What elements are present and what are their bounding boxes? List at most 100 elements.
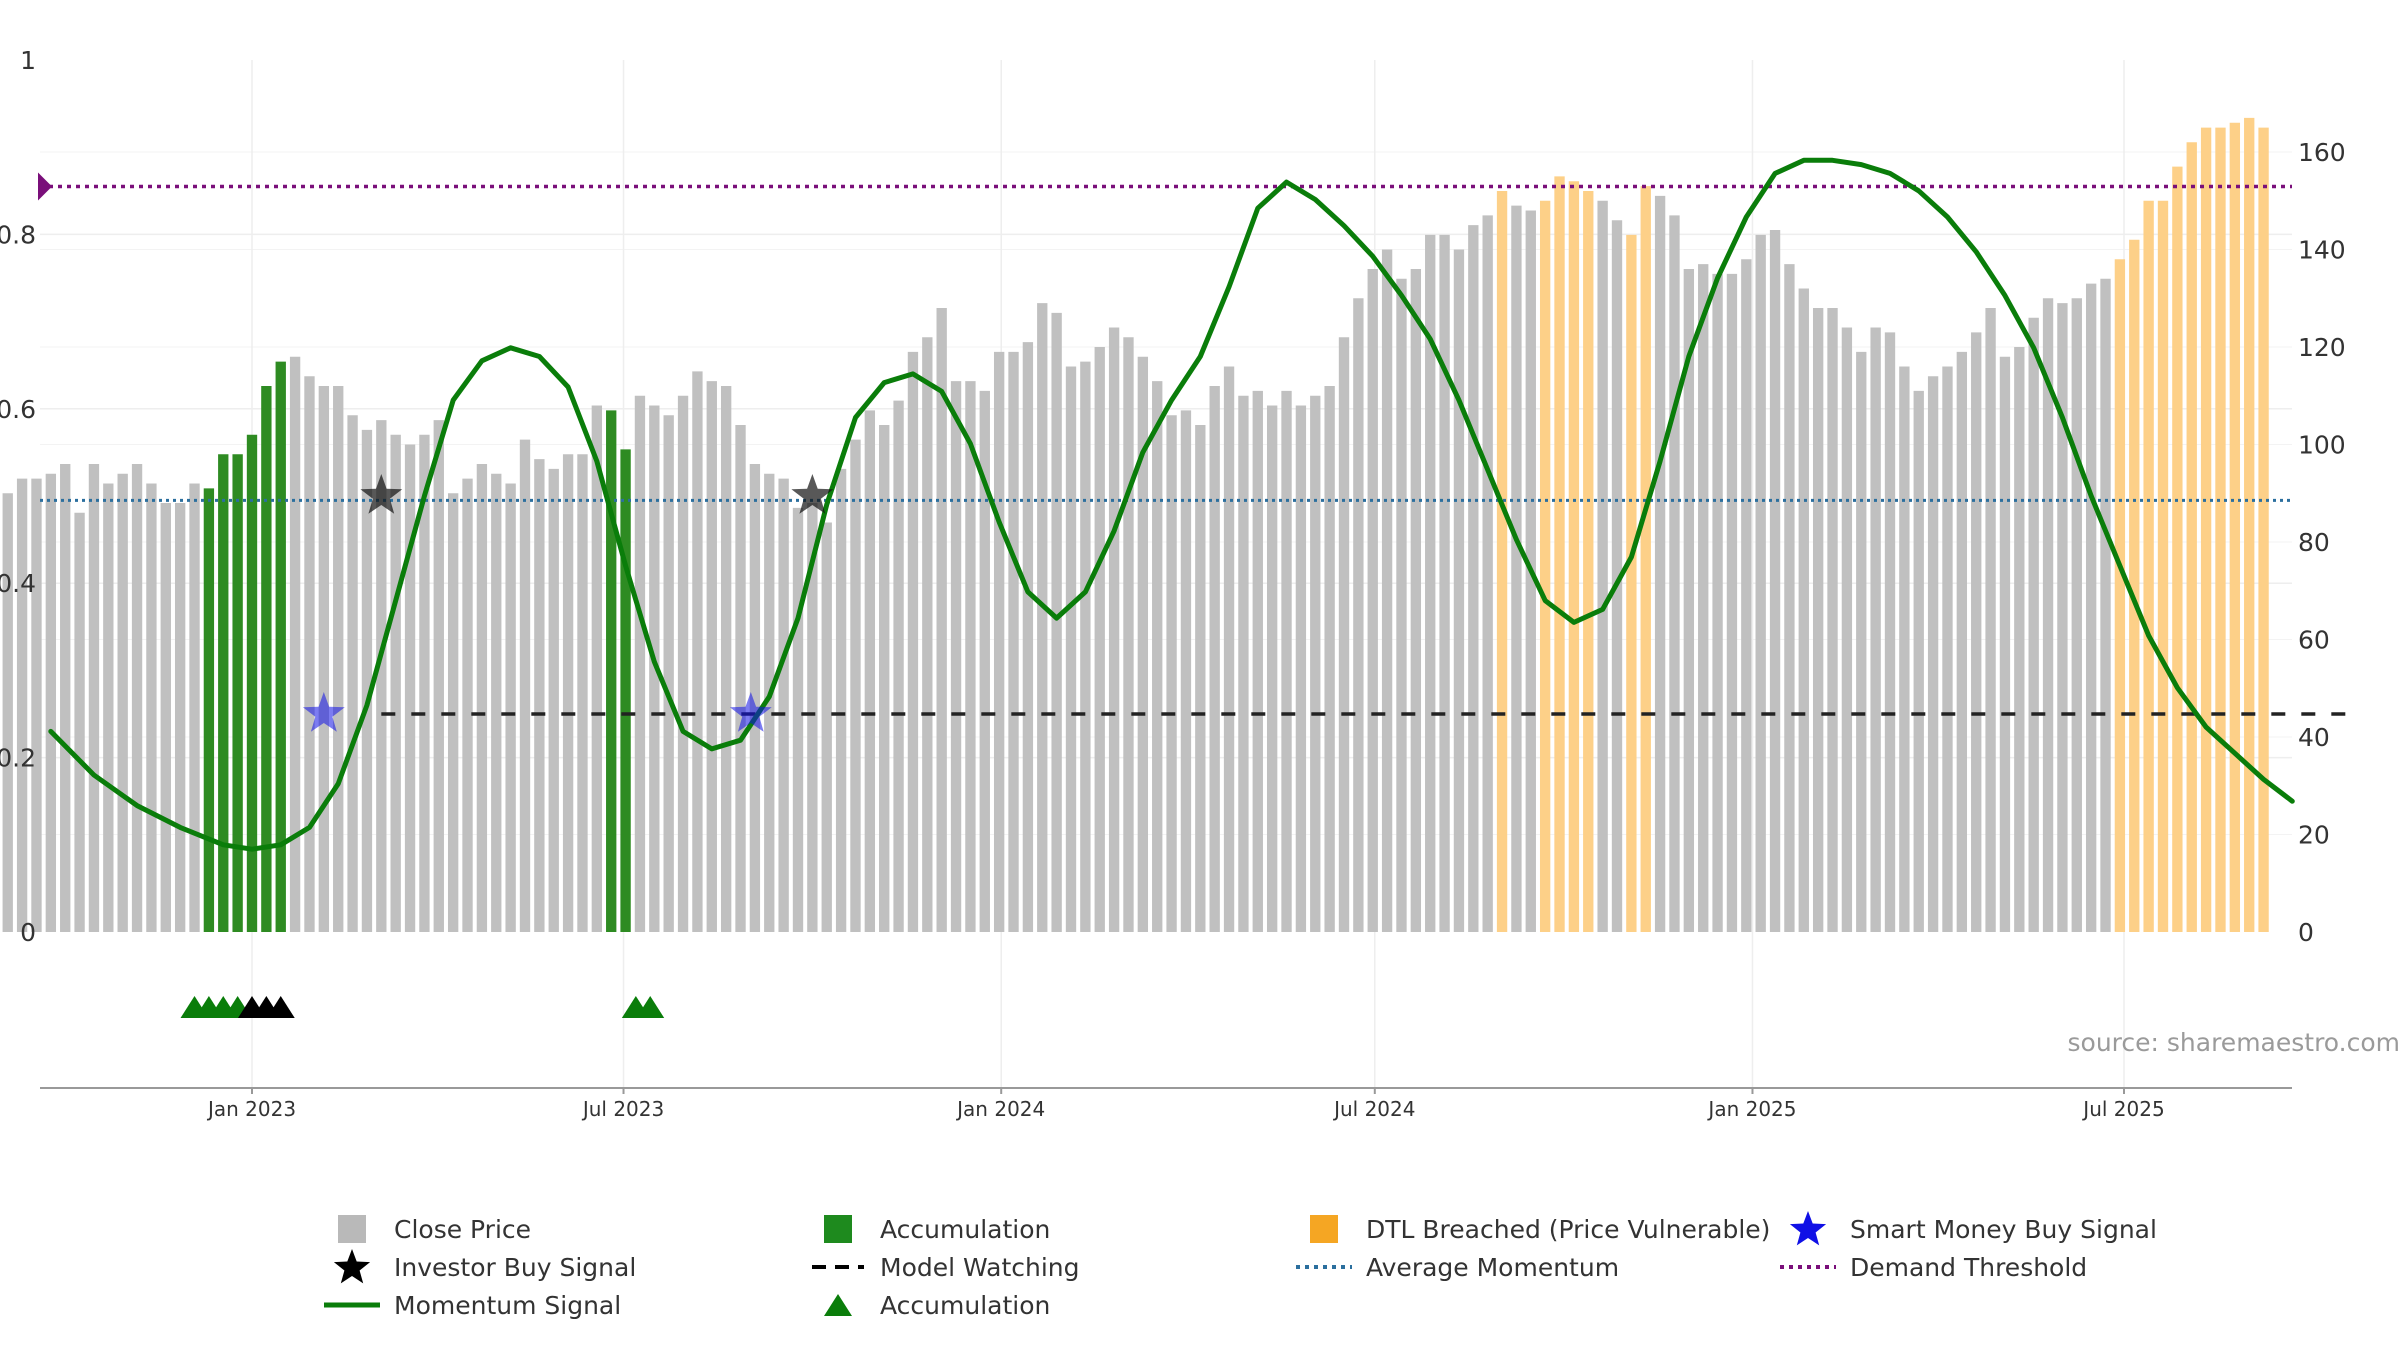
close-price-bar	[1914, 391, 1924, 932]
close-price-bar	[1483, 215, 1493, 932]
right-tick-label: 20	[2298, 821, 2330, 850]
accumulation-bar	[606, 410, 616, 932]
legend-item: Accumulation	[808, 1210, 1050, 1248]
legend-swatch-dot	[1778, 1248, 1838, 1286]
x-tick-label: Jan 2023	[206, 1097, 296, 1121]
close-price-bar	[1971, 332, 1981, 932]
close-price-bar	[1166, 415, 1176, 932]
close-price-bar	[1957, 352, 1967, 932]
dtl-breached-bar	[2244, 118, 2254, 932]
legend-label: Momentum Signal	[394, 1291, 621, 1320]
dtl-breached-bar	[2143, 201, 2153, 932]
close-price-bar	[1037, 303, 1047, 932]
left-tick-label: 0.4	[0, 569, 36, 598]
close-price-bar	[2086, 284, 2096, 932]
right-tick-label: 120	[2298, 333, 2346, 362]
close-price-bar	[333, 386, 343, 932]
legend-box-mark	[824, 1215, 852, 1243]
close-price-bar	[505, 484, 515, 933]
close-price-bar	[175, 503, 185, 932]
close-price-bar	[951, 381, 961, 932]
close-price-bar	[146, 484, 156, 933]
close-price-bar	[850, 440, 860, 932]
legend-swatch-dash	[808, 1248, 868, 1286]
close-price-bar	[520, 440, 530, 932]
close-price-bar	[1928, 376, 1938, 932]
close-price-bar	[2057, 303, 2067, 932]
close-price-bar	[994, 352, 1004, 932]
close-price-bar	[319, 386, 329, 932]
close-price-bar	[46, 474, 56, 932]
close-price-bar	[1253, 391, 1263, 932]
close-price-bar	[1382, 250, 1392, 933]
close-price-bar	[1799, 289, 1809, 933]
accumulation-bar	[620, 449, 630, 932]
legend-swatch-star	[322, 1248, 382, 1286]
left-tick-label: 0.8	[0, 220, 36, 249]
right-tick-label: 140	[2298, 236, 2346, 265]
close-price-bar	[1353, 298, 1363, 932]
close-price-bar	[664, 415, 674, 932]
legend-label: Close Price	[394, 1215, 531, 1244]
close-price-bar	[103, 484, 113, 933]
close-price-bar	[1698, 264, 1708, 932]
close-price-bar	[491, 474, 501, 932]
legend-item: Momentum Signal	[322, 1286, 621, 1324]
legend-swatch-box	[322, 1210, 382, 1248]
right-tick-label: 80	[2298, 528, 2330, 557]
legend-item: Demand Threshold	[1778, 1248, 2087, 1286]
close-price-bar	[1396, 279, 1406, 932]
right-tick-label: 100	[2298, 431, 2346, 460]
dtl-breached-bar	[1583, 191, 1593, 932]
dtl-breached-bar	[1626, 235, 1636, 932]
dtl-breached-bar	[1569, 181, 1579, 932]
close-price-bar	[1597, 201, 1607, 932]
close-price-bar	[1080, 362, 1090, 932]
dtl-breached-bar	[2230, 123, 2240, 932]
close-price-bar	[549, 469, 559, 932]
accumulation-bar	[232, 454, 242, 932]
accumulation-bar	[218, 454, 228, 932]
close-price-bar	[635, 396, 645, 932]
legend-label: DTL Breached (Price Vulnerable)	[1366, 1215, 1770, 1244]
close-price-bar	[1310, 396, 1320, 932]
close-price-bar	[1511, 206, 1521, 932]
close-price-bar	[1885, 332, 1895, 932]
x-tick-label: Jul 2024	[1332, 1097, 1415, 1121]
close-price-bar	[1468, 225, 1478, 932]
close-price-bar	[1712, 274, 1722, 932]
close-price-bar	[1411, 269, 1421, 932]
left-tick-label: 0.6	[0, 395, 36, 424]
demand-threshold-marker	[38, 172, 52, 200]
close-price-bar	[1784, 264, 1794, 932]
close-price-bar	[1870, 328, 1880, 933]
legend-label: Accumulation	[880, 1215, 1050, 1244]
dtl-breached-bar	[2215, 128, 2225, 932]
left-tick-label: 0	[20, 918, 36, 947]
close-price-bar	[534, 459, 544, 932]
close-price-bar	[3, 493, 13, 932]
close-price-bar	[2029, 318, 2039, 932]
close-price-bar	[132, 464, 142, 932]
close-price-bar	[1123, 337, 1133, 932]
legend-star-mark	[334, 1249, 370, 1283]
legend-swatch-star	[1778, 1210, 1838, 1248]
close-price-bar	[678, 396, 688, 932]
close-price-bar	[60, 464, 70, 932]
close-price-bar	[1210, 386, 1220, 932]
close-price-bar	[692, 371, 702, 932]
dtl-breached-bar	[2115, 259, 2125, 932]
close-price-bar	[1899, 367, 1909, 933]
close-price-bar	[577, 454, 587, 932]
close-price-bar	[721, 386, 731, 932]
legend-item: DTL Breached (Price Vulnerable)	[1294, 1210, 1770, 1248]
x-tick-label: Jul 2025	[2081, 1097, 2164, 1121]
close-price-bar	[836, 469, 846, 932]
close-price-bar	[1296, 406, 1306, 933]
close-price-bar	[1842, 328, 1852, 933]
dtl-breached-bar	[2201, 128, 2211, 932]
close-price-bar	[347, 415, 357, 932]
dtl-breached-bar	[1554, 176, 1564, 932]
x-tick-label: Jan 2024	[955, 1097, 1045, 1121]
